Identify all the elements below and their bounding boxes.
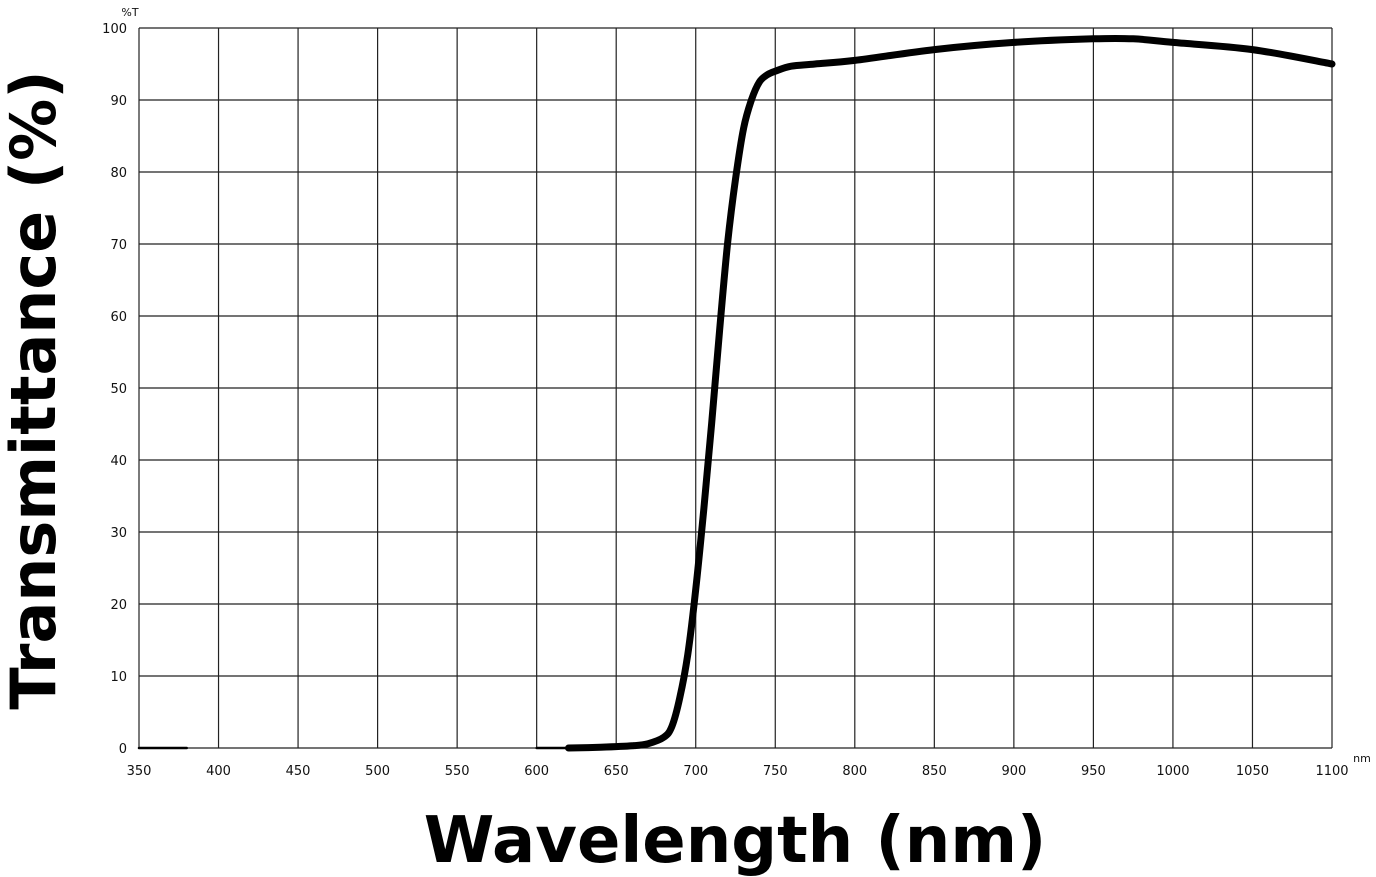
x-tick-label: 400 [206,764,231,779]
x-axis-title: Wavelength (nm) [424,804,1047,877]
x-tick-label: 1050 [1236,764,1269,779]
x-tick-label: 500 [365,764,390,779]
transmittance-curve [565,34,1336,752]
y-tick-label: 90 [110,94,127,109]
x-tick-label: 750 [763,764,788,779]
x-tick-label: 700 [683,764,708,779]
x-tick-label: 600 [524,764,549,779]
x-tick-label: 1100 [1315,764,1348,779]
grid [138,27,1333,749]
y-tick-label: 20 [110,598,127,613]
x-tick-label: 800 [842,764,867,779]
y-tick-label: 50 [110,382,127,397]
x-tick-label: 900 [1001,764,1026,779]
x-tick-label: 550 [445,764,470,779]
x-unit-label: nm [1353,752,1371,765]
y-tick-label: 100 [102,22,127,37]
y-axis-ticks: 0 10 20 30 40 50 60 70 80 90 100 [102,22,127,757]
x-tick-label: 450 [286,764,311,779]
x-tick-label: 650 [604,764,629,779]
y-tick-label: 80 [110,166,127,181]
x-tick-label: 1000 [1156,764,1189,779]
y-tick-label: 30 [110,526,127,541]
x-axis-ticks: 350 400 450 500 550 600 650 700 750 800 850 900 950 1… [127,764,1349,779]
y-axis-title: Transmittance (%) [0,70,70,709]
x-tick-label: 850 [922,764,947,779]
x-tick-label: 950 [1081,764,1106,779]
x-tick-label: 350 [127,764,152,779]
series-group [137,34,1336,752]
y-unit-label: %T [121,6,138,19]
y-tick-label: 40 [110,454,127,469]
y-tick-label: 0 [119,742,127,757]
y-tick-label: 70 [110,238,127,253]
y-tick-label: 60 [110,310,127,325]
y-tick-label: 10 [110,670,127,685]
